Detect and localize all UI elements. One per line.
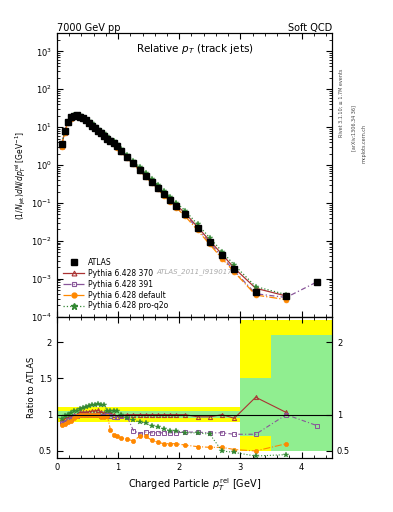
Text: Relative $p_T$ (track jets): Relative $p_T$ (track jets) — [136, 42, 253, 56]
Text: mcplots.cern.ch: mcplots.cern.ch — [362, 124, 367, 163]
Text: Soft QCD: Soft QCD — [288, 23, 332, 32]
Text: 7000 GeV pp: 7000 GeV pp — [57, 23, 121, 32]
Text: ATLAS_2011_I919017: ATLAS_2011_I919017 — [157, 268, 232, 274]
Y-axis label: Ratio to ATLAS: Ratio to ATLAS — [27, 357, 36, 418]
Text: Rivet 3.1.10; ≥ 1.7M events: Rivet 3.1.10; ≥ 1.7M events — [339, 68, 344, 137]
X-axis label: Charged Particle $p_T^{\,\mathrm{rel}}$ [GeV]: Charged Particle $p_T^{\,\mathrm{rel}}$ … — [128, 476, 261, 493]
Legend: ATLAS, Pythia 6.428 370, Pythia 6.428 391, Pythia 6.428 default, Pythia 6.428 pr: ATLAS, Pythia 6.428 370, Pythia 6.428 39… — [61, 255, 170, 313]
Text: [arXiv:1306.34 36]: [arXiv:1306.34 36] — [351, 105, 356, 151]
Y-axis label: $(1/N_\mathrm{jet})dN/dp^\mathrm{rel}_T\,[\mathrm{GeV}^{-1}]$: $(1/N_\mathrm{jet})dN/dp^\mathrm{rel}_T\… — [14, 131, 28, 220]
